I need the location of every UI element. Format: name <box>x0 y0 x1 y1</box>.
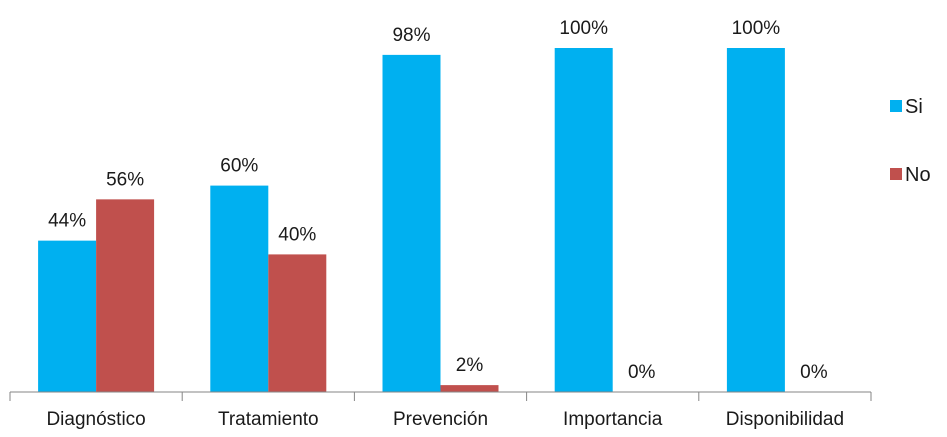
data-label-si-diagnostico: 44% <box>48 211 86 232</box>
x-tick-label-diagnostico: Diagnóstico <box>46 409 145 430</box>
x-axis-ticks: Diagnóstico Tratamiento Prevención Importan… <box>9 392 872 430</box>
data-label-no-tratamiento: 40% <box>278 224 316 245</box>
data-label-no-importancia: 0% <box>628 362 656 383</box>
bar-si-disponibilidad <box>726 48 785 392</box>
data-label-si-importancia: 100% <box>559 18 608 39</box>
bar-no-diagnostico <box>96 199 155 392</box>
data-label-si-disponibilidad: 100% <box>732 18 781 39</box>
bar-no-prevencion <box>440 385 499 392</box>
bar-si-tratamiento <box>210 185 269 392</box>
bar-si-diagnostico <box>38 240 97 392</box>
data-label-no-diagnostico: 56% <box>106 169 144 190</box>
data-label-no-prevencion: 2% <box>456 355 484 376</box>
x-tick-label-importancia: Importancia <box>563 409 663 430</box>
legend: Si No <box>890 96 931 186</box>
bars-layer <box>38 48 785 392</box>
data-label-si-prevencion: 98% <box>392 25 430 46</box>
x-tick-label-tratamiento: Tratamiento <box>218 409 319 430</box>
legend-label-no: No <box>905 164 931 186</box>
bar-si-prevencion <box>382 54 441 392</box>
data-labels-layer: 44% 56% 60% 40% 98% 2% 100% 0% 100% 0% <box>48 18 828 383</box>
legend-swatch-si <box>890 100 902 112</box>
x-tick-label-prevencion: Prevención <box>393 409 488 430</box>
bar-si-importancia <box>554 48 613 392</box>
data-label-no-disponibilidad: 0% <box>800 362 828 383</box>
legend-swatch-no <box>890 168 902 180</box>
x-tick-label-disponibilidad: Disponibilidad <box>726 409 844 430</box>
bar-no-tratamiento <box>268 254 327 392</box>
data-label-si-tratamiento: 60% <box>220 156 258 177</box>
legend-label-si: Si <box>905 96 923 118</box>
